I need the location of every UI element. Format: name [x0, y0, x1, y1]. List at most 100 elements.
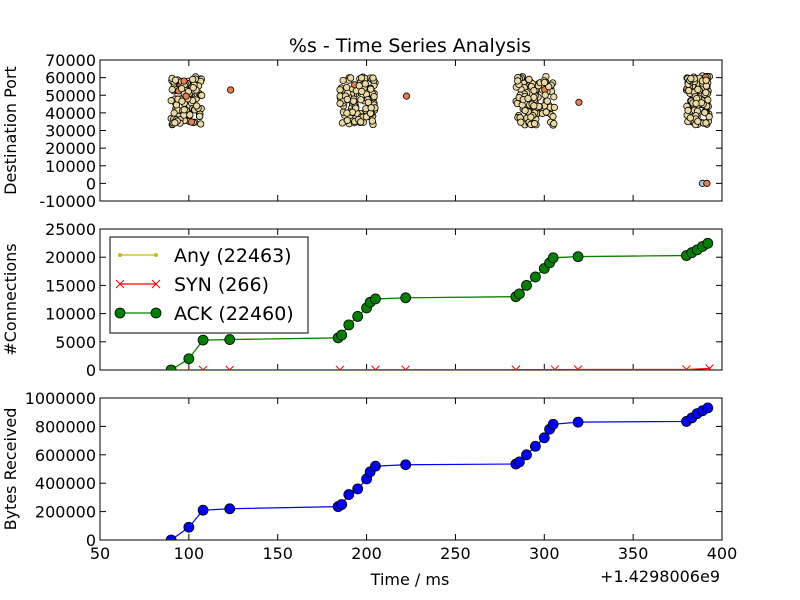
data-point [705, 113, 713, 121]
data-point [168, 85, 176, 94]
data-point [227, 86, 235, 94]
data-point [171, 119, 179, 127]
data-point [197, 504, 209, 516]
data-point [702, 237, 714, 249]
data-point [165, 534, 177, 540]
data-point [524, 94, 532, 103]
legend: Any (22463) SYN (266) ACK (22460) [109, 236, 309, 334]
plot-area [165, 237, 714, 370]
data-point [573, 365, 583, 370]
y-tick-label: 50000 [45, 86, 96, 105]
data-point [361, 80, 369, 88]
data-point [336, 329, 348, 341]
data-point [540, 78, 549, 87]
data-point [541, 91, 549, 99]
data-point [530, 102, 538, 110]
data-point [335, 365, 345, 370]
y-tick-label: 40000 [45, 104, 96, 123]
data-point [400, 292, 412, 304]
legend-marker [154, 253, 158, 257]
data-point [370, 460, 381, 472]
x-tick-label: 100 [174, 544, 205, 563]
data-point [550, 120, 558, 128]
y-tick-label: 600000 [35, 446, 96, 465]
data-point [165, 364, 177, 370]
data-point [530, 440, 541, 452]
data-point [530, 93, 538, 101]
y-tick-label: 0 [86, 361, 96, 380]
data-point [183, 353, 195, 365]
data-point [694, 85, 702, 93]
y-tick-label: 10000 [45, 157, 96, 176]
data-point [705, 364, 714, 370]
data-point [687, 74, 695, 83]
data-point [549, 112, 557, 121]
data-point [167, 97, 175, 105]
data-point [336, 99, 344, 108]
data-point [684, 106, 692, 114]
x-tick-label: 250 [440, 544, 471, 563]
data-point [343, 109, 351, 117]
data-point [357, 74, 366, 82]
data-point [702, 89, 710, 97]
data-point [196, 112, 204, 120]
data-point [542, 108, 550, 116]
data-point [400, 459, 412, 471]
data-point [352, 483, 364, 495]
figure-title: %s - Time Series Analysis [289, 35, 531, 57]
x-tick-label: 350 [618, 544, 649, 563]
data-point [401, 365, 411, 370]
data-point [521, 106, 529, 115]
data-point [336, 86, 344, 94]
y-tick-label: 30000 [45, 122, 96, 141]
x-tick-label: 50 [90, 544, 110, 563]
legend-label: ACK (22460) [174, 303, 294, 325]
data-point [521, 279, 532, 291]
data-point [692, 99, 700, 108]
data-point [186, 111, 194, 119]
y-tick-label: 20000 [45, 139, 96, 158]
data-point [517, 118, 525, 126]
y-axis-label: #Connections [1, 243, 20, 355]
data-point [352, 311, 364, 322]
data-point [178, 97, 186, 105]
data-point [187, 118, 196, 126]
data-point [336, 499, 348, 510]
x-tick-label: 300 [529, 544, 560, 563]
legend-frame [109, 236, 309, 334]
data-point [525, 75, 533, 83]
data-point [357, 96, 365, 104]
y-tick-label: 800000 [35, 417, 96, 436]
x-tick-label: 400 [707, 544, 738, 563]
data-point [367, 104, 375, 112]
data-point [527, 113, 535, 121]
data-point [180, 77, 188, 85]
data-point [694, 117, 702, 125]
data-point [575, 98, 583, 106]
y-tick-label: 60000 [45, 69, 96, 88]
y-tick-label: 70000 [45, 51, 96, 70]
data-point [545, 83, 553, 91]
y-tick-label: 0 [86, 531, 96, 550]
data-point [178, 85, 186, 93]
data-point [514, 288, 525, 300]
data-point [343, 319, 355, 331]
data-point [685, 86, 693, 95]
y-tick-label: -10000 [39, 192, 96, 211]
data-point [357, 118, 365, 126]
data-point [514, 456, 525, 468]
data-point [343, 95, 351, 103]
data-point [702, 402, 714, 414]
plot-area [167, 72, 713, 187]
data-point [369, 74, 377, 82]
data-point [572, 251, 584, 263]
data-point [193, 102, 201, 110]
data-point [702, 76, 710, 84]
data-point [531, 120, 539, 128]
legend-marker [150, 307, 162, 319]
data-point [511, 365, 521, 370]
data-point [370, 293, 381, 305]
series-line [171, 367, 710, 370]
data-point [370, 92, 378, 101]
x-tick-label: 200 [351, 544, 382, 563]
